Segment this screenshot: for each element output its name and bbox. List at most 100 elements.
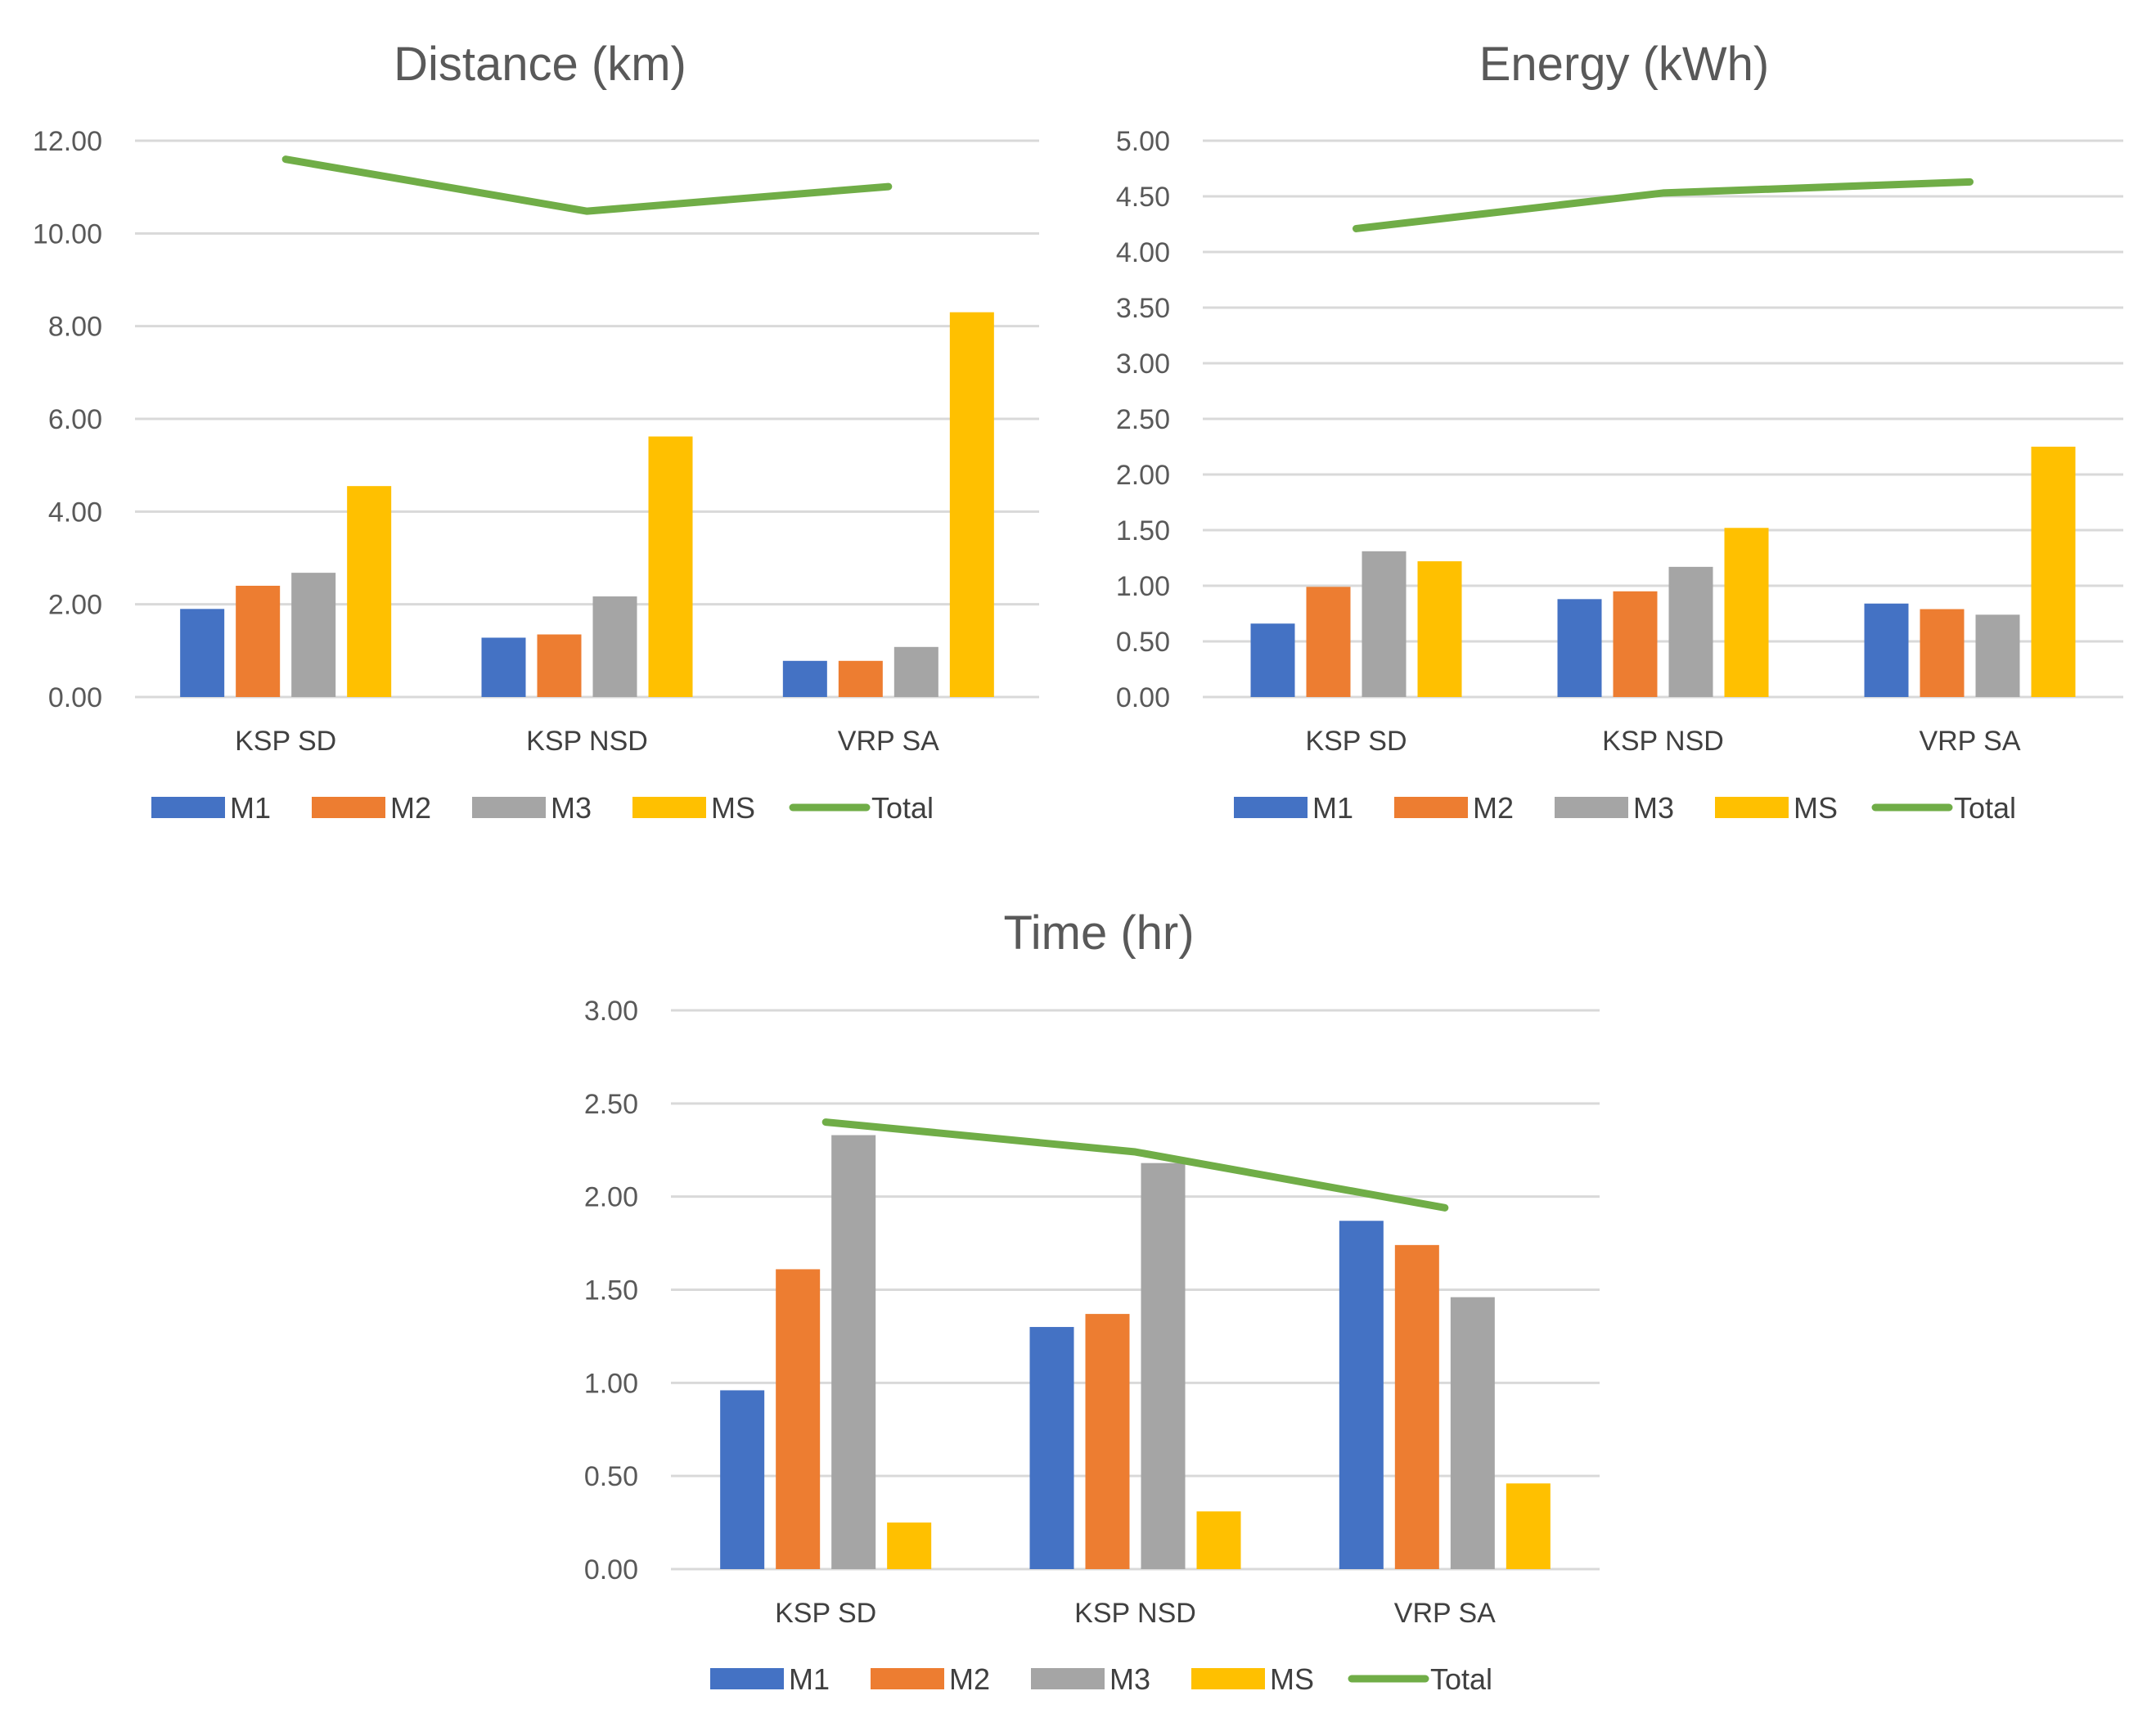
x-tick-label: VRP SA	[1919, 726, 2020, 757]
legend-swatch-ms	[632, 797, 706, 818]
legend-label: M2	[390, 791, 431, 825]
chart-panel-1: Distance (km) 0.00 2.00 4.00 6.00 8.00 10.00 12…	[33, 38, 1039, 825]
legend-label: M1	[789, 1662, 830, 1696]
chart-panel-2: Energy (kWh) 0.00 0.50 1.00 1.50 2.00 2.50 3.00…	[1116, 38, 2123, 825]
legend-label: M2	[1473, 791, 1514, 825]
bar-ms	[347, 486, 392, 697]
bar-m2	[1306, 587, 1351, 697]
legend-label: M1	[1312, 791, 1353, 825]
line-total	[281, 155, 893, 215]
y-tick-label: 5.00	[1116, 126, 1170, 157]
x-tick-label: KSP NSD	[1602, 726, 1724, 757]
x-tick-label: KSP NSD	[526, 726, 648, 757]
legend-swatch-ms	[1715, 797, 1789, 818]
y-tick-label: 6.00	[48, 404, 102, 435]
legend-label: M3	[551, 791, 592, 825]
bar-m3	[1975, 614, 2020, 697]
bar-m1	[180, 609, 225, 697]
bar-m1	[1029, 1327, 1074, 1569]
bar-m1	[720, 1390, 765, 1569]
bar-m2	[537, 634, 582, 697]
legend-swatch-m2	[1394, 797, 1468, 818]
y-tick-label: 1.50	[1116, 515, 1170, 546]
legend-swatch-m2	[312, 797, 385, 818]
y-tick-label: 0.00	[584, 1554, 638, 1585]
legend-swatch-m1	[151, 797, 225, 818]
legend-swatch-m1	[710, 1668, 784, 1689]
legend: M1 M2 M3 MS Total	[151, 791, 934, 825]
legend-swatch-m2	[871, 1668, 944, 1689]
legend: M1 M2 M3 MS Total	[710, 1662, 1492, 1696]
legend-swatch-ms	[1191, 1668, 1265, 1689]
y-tick-label: 12.00	[33, 126, 102, 157]
y-tick-label: 1.00	[1116, 571, 1170, 602]
y-tick-label: 0.00	[48, 682, 102, 713]
bar-m1	[481, 637, 526, 697]
y-tick-label: 1.00	[584, 1368, 638, 1399]
legend-swatch-m3	[1031, 1668, 1105, 1689]
y-tick-label: 0.50	[584, 1461, 638, 1492]
bar-m3	[291, 573, 336, 697]
y-tick-label: 2.00	[1116, 460, 1170, 491]
x-tick-label: KSP SD	[235, 726, 336, 757]
bar-ms	[2031, 447, 2076, 697]
legend-label: Total	[871, 791, 934, 825]
bar-m2	[838, 660, 883, 697]
bar-m3	[831, 1135, 876, 1569]
bar-m3	[592, 596, 637, 697]
y-tick-label: 1.50	[584, 1275, 638, 1306]
bar-ms	[648, 436, 693, 697]
x-tick-label: KSP SD	[1305, 726, 1407, 757]
bar-m1	[1557, 599, 1602, 697]
legend-swatch-m3	[472, 797, 546, 818]
y-tick-label: 3.50	[1116, 293, 1170, 324]
legend-label: MS	[1270, 1662, 1314, 1696]
bar-m2	[1085, 1314, 1130, 1569]
x-tick-label: KSP NSD	[1074, 1598, 1196, 1629]
y-tick-label: 2.00	[584, 1182, 638, 1213]
bar-m1	[1339, 1221, 1384, 1569]
y-tick-label: 10.00	[33, 218, 102, 250]
line-total	[1353, 178, 1974, 232]
bar-m1	[1250, 623, 1295, 697]
legend-label: MS	[1794, 791, 1838, 825]
bar-m3	[1362, 551, 1407, 697]
y-tick-label: 8.00	[48, 312, 102, 343]
y-tick-label: 3.00	[1116, 349, 1170, 380]
bar-m2	[236, 586, 281, 697]
legend-label: MS	[711, 791, 755, 825]
y-tick-label: 0.50	[1116, 627, 1170, 658]
bar-m3	[1450, 1297, 1495, 1569]
bar-m2	[1613, 591, 1658, 697]
legend-label: Total	[1954, 791, 2016, 825]
bar-m1	[1864, 603, 1909, 697]
chart-panel-3: Time (hr) 0.00 0.50 1.00 1.50 2.00 2.50 3.00 KSP…	[584, 906, 1600, 1696]
y-tick-label: 2.50	[1116, 404, 1170, 435]
x-tick-label: VRP SA	[1394, 1598, 1496, 1629]
bar-ms	[1196, 1511, 1241, 1569]
chart-title: Energy (kWh)	[1479, 38, 1770, 91]
bar-m3	[1141, 1163, 1186, 1569]
bar-m3	[1668, 566, 1713, 697]
y-tick-label: 2.50	[584, 1089, 638, 1120]
y-tick-label: 4.00	[1116, 237, 1170, 268]
x-tick-label: KSP SD	[775, 1598, 876, 1629]
legend: M1 M2 M3 MS Total	[1234, 791, 2016, 825]
chart-title: Time (hr)	[1003, 906, 1194, 960]
bar-ms	[887, 1522, 932, 1569]
bar-ms	[1724, 528, 1769, 697]
bar-m3	[893, 646, 938, 697]
legend-swatch-m3	[1555, 797, 1628, 818]
legend-label: M1	[230, 791, 271, 825]
chart-title: Distance (km)	[394, 38, 686, 91]
bar-m2	[776, 1269, 821, 1569]
legend-label: M3	[1633, 791, 1674, 825]
legend-label: Total	[1430, 1662, 1492, 1696]
y-tick-label: 3.00	[584, 996, 638, 1027]
bar-m2	[1394, 1244, 1439, 1569]
y-tick-label: 4.50	[1116, 182, 1170, 213]
legend-swatch-m1	[1234, 797, 1308, 818]
line-total	[821, 1118, 1449, 1212]
bar-m1	[782, 660, 827, 697]
